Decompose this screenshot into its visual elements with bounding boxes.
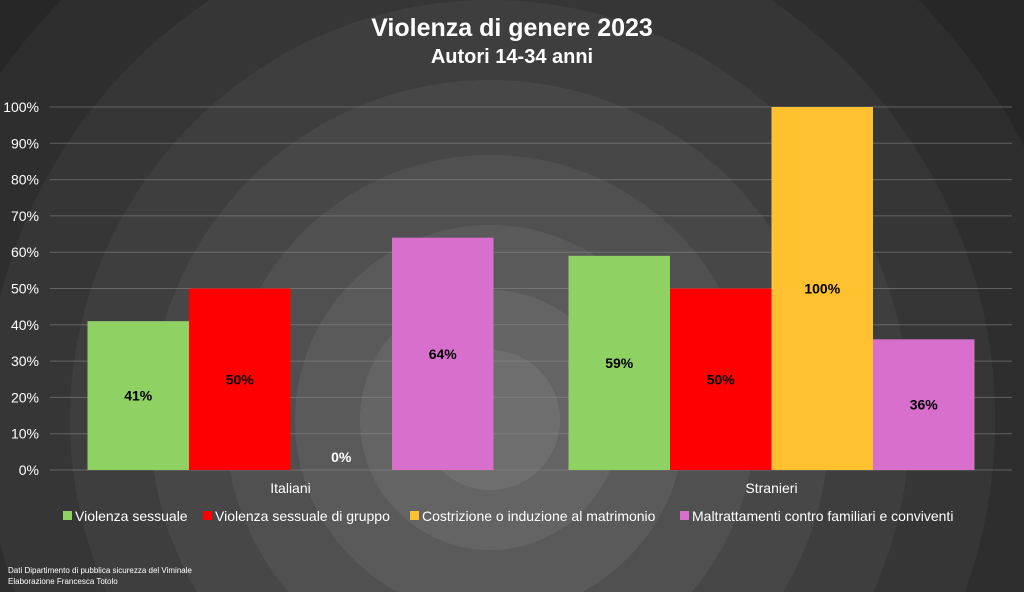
data-label: 36% [910,397,939,413]
data-labels: 41% 50% 0% 64% 59% 50% 100% 36% [124,281,938,466]
legend-swatch [203,511,212,520]
y-tick-label: 0% [19,462,39,478]
data-label: 100% [804,281,840,297]
y-tick-label: 70% [11,208,39,224]
legend-label: Violenza sessuale [75,508,188,524]
legend: Violenza sessuale Violenza sessuale di gr… [63,508,953,524]
data-label: 50% [707,371,736,387]
bar [568,255,670,470]
y-tick-label: 90% [11,135,39,151]
data-label: 64% [429,346,458,362]
bars [87,107,975,470]
bar [873,339,975,470]
legend-label: Violenza sessuale di gruppo [215,508,390,524]
data-label: 41% [124,388,153,404]
chart-title: Violenza di genere 2023 [371,14,653,42]
legend-label: Maltrattamenti contro familiari e conviv… [692,508,953,524]
y-tick-label: 30% [11,353,39,369]
y-tick-label: 80% [11,172,39,188]
data-label: 59% [605,355,634,371]
y-tick-label: 20% [11,389,39,405]
bar [87,321,189,470]
source-note: Dati Dipartimento di pubblica sicurezza … [8,566,192,575]
category-label: Stranieri [745,480,797,496]
author-note: Elaborazione Francesca Totolo [8,577,118,586]
y-tick-label: 10% [11,426,39,442]
legend-swatch [680,511,689,520]
y-tick-label: 100% [3,99,39,115]
bar [392,237,494,470]
bar [771,107,873,470]
bar [670,288,772,470]
category-label: Italiani [270,480,310,496]
bar [189,288,291,470]
y-tick-label: 60% [11,244,39,260]
legend-swatch [63,511,72,520]
x-axis-category-labels: Italiani Stranieri [270,480,797,496]
y-tick-label: 50% [11,281,39,297]
y-axis-tick-labels: 0% 10% 20% 30% 40% 50% 60% 70% 80% 90% 100% [3,99,39,478]
data-label: 0% [331,449,352,465]
legend-label: Costrizione o induzione al matrimonio [422,508,656,524]
chart-subtitle: Autori 14-34 anni [431,46,593,68]
legend-swatch [410,511,419,520]
data-label: 50% [226,371,255,387]
y-tick-label: 40% [11,317,39,333]
